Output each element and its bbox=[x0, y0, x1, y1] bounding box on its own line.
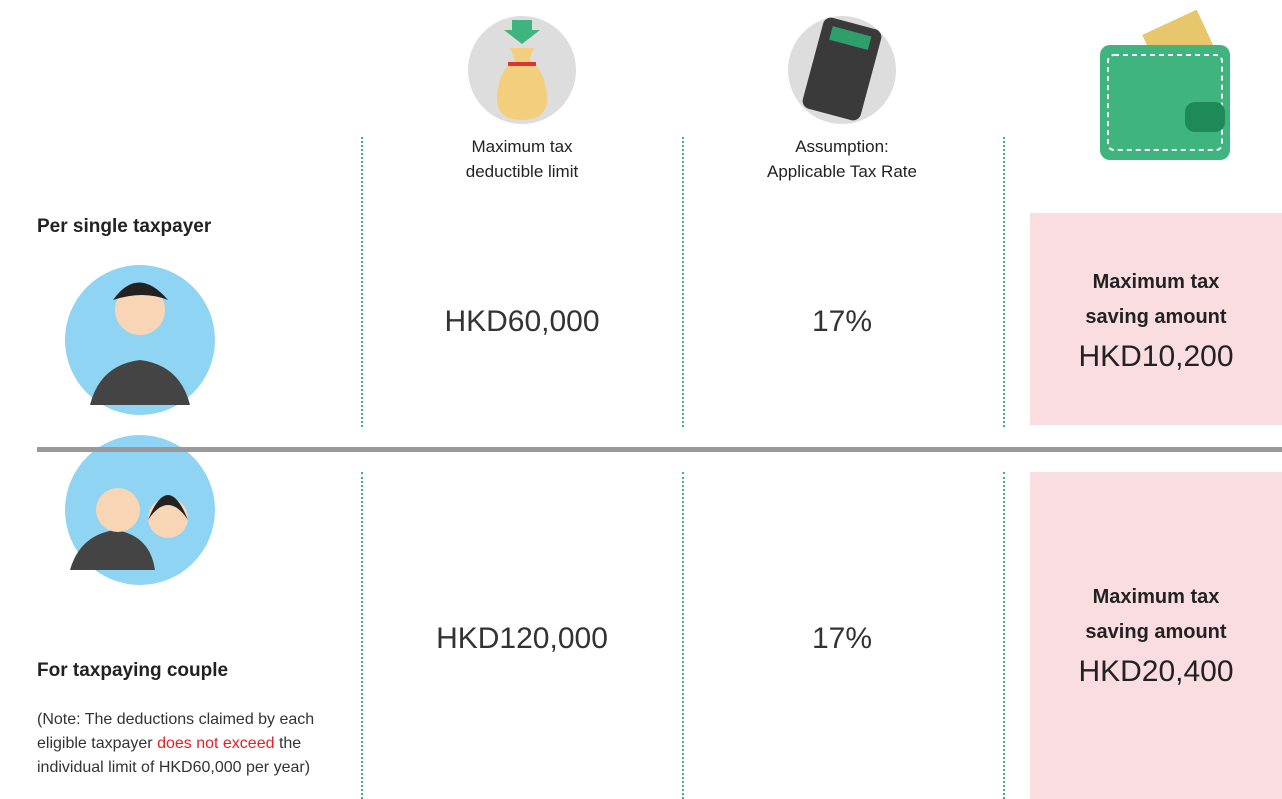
header-line: Maximum tax bbox=[392, 134, 652, 159]
row-label: For taxpaying couple bbox=[37, 660, 228, 682]
limit-value: HKD120,000 bbox=[372, 622, 672, 656]
saving-label: saving amount bbox=[1030, 300, 1282, 335]
rate-value: 17% bbox=[692, 305, 992, 339]
saving-label: Maximum tax bbox=[1030, 580, 1282, 615]
divider bbox=[361, 472, 363, 799]
limit-value: HKD60,000 bbox=[372, 305, 672, 339]
divider bbox=[361, 137, 363, 427]
header-line: deductible limit bbox=[392, 159, 652, 184]
rate-value: 17% bbox=[692, 622, 992, 656]
note: (Note: The deductions claimed by each el… bbox=[37, 708, 332, 780]
row-label: Per single taxpayer bbox=[37, 216, 211, 238]
divider bbox=[682, 137, 684, 427]
header-line: Assumption: bbox=[712, 134, 972, 159]
divider bbox=[682, 472, 684, 799]
saving-box: Maximum tax saving amount HKD20,400 bbox=[1030, 472, 1282, 799]
saving-box: Maximum tax saving amount HKD10,200 bbox=[1030, 213, 1282, 425]
note-highlight: does not exceed bbox=[157, 735, 274, 752]
saving-label: Maximum tax bbox=[1030, 265, 1282, 300]
saving-value: HKD20,400 bbox=[1030, 655, 1282, 689]
column-header: Assumption:Applicable Tax Rate bbox=[712, 134, 972, 184]
page: Maximum taxdeductible limit Assumption:A… bbox=[0, 0, 1282, 799]
saving-value: HKD10,200 bbox=[1030, 340, 1282, 374]
divider bbox=[1003, 472, 1005, 799]
header-line: Applicable Tax Rate bbox=[712, 159, 972, 184]
divider bbox=[1003, 137, 1005, 427]
saving-label: saving amount bbox=[1030, 615, 1282, 650]
